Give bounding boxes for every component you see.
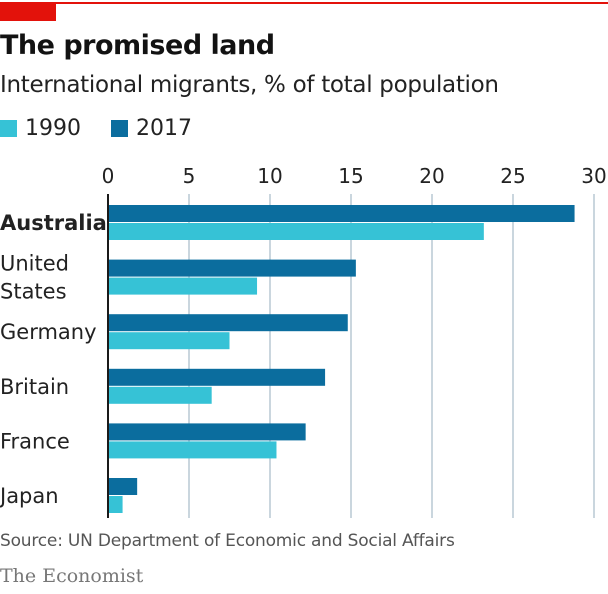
legend-swatch-2017: [111, 120, 128, 137]
chart-subtitle: International migrants, % of total popul…: [0, 72, 499, 98]
chart-title: The promised land: [0, 30, 275, 61]
category-label-france: France: [0, 429, 70, 453]
x-tick-label-30: 30: [581, 164, 606, 188]
top-rule: [0, 2, 608, 4]
category-label-united-states-line2: States: [0, 280, 67, 304]
legend-item-1990: 1990: [0, 116, 81, 141]
x-tick-label-15: 15: [338, 164, 363, 188]
category-label-united-states-line1: United: [0, 252, 69, 276]
category-label-australia: Australia: [0, 211, 107, 235]
bar-united-states-2017: [108, 259, 356, 277]
legend-label-2017: 2017: [136, 116, 192, 141]
bar-chart: 0 5 10 15 20 25 30 Australia United States Germany…: [0, 164, 607, 518]
legend-item-2017: 2017: [111, 116, 192, 141]
brand-logo-text: The Economist: [0, 565, 144, 587]
x-tick-label-10: 10: [257, 164, 282, 188]
legend: 1990 2017: [0, 116, 222, 141]
category-label-japan: Japan: [0, 484, 59, 508]
bar-britain-2017: [108, 368, 326, 386]
bar-japan-2017: [108, 478, 138, 495]
brand-red-block: [0, 2, 56, 21]
bar-australia-1990: [108, 223, 484, 240]
legend-swatch-1990: [0, 120, 17, 137]
bar-germany-2017: [108, 314, 348, 332]
category-label-britain: Britain: [0, 375, 69, 399]
bar-united-states-1990: [108, 277, 258, 295]
x-tick-label-0: 0: [102, 164, 115, 188]
legend-label-1990: 1990: [25, 116, 81, 141]
x-tick-label-20: 20: [419, 164, 444, 188]
bar-germany-1990: [108, 332, 230, 350]
bar-france-1990: [108, 441, 277, 459]
x-tick-label-25: 25: [500, 164, 525, 188]
category-label-germany: Germany: [0, 320, 97, 344]
bar-australia-2017: [108, 205, 575, 222]
bar-britain-1990: [108, 386, 212, 404]
x-tick-label-5: 5: [183, 164, 196, 188]
source-note: Source: UN Department of Economic and So…: [0, 531, 455, 551]
bar-japan-1990: [108, 496, 123, 513]
bar-france-2017: [108, 423, 306, 441]
